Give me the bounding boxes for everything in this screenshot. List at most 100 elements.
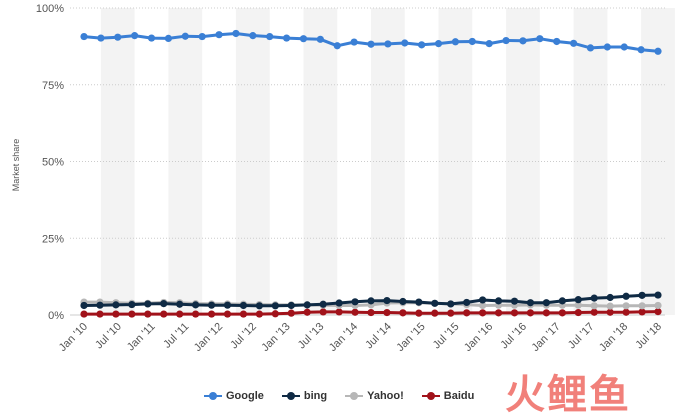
data-point[interactable] — [351, 298, 359, 306]
data-point[interactable] — [223, 310, 232, 318]
data-point[interactable] — [367, 308, 375, 317]
data-point[interactable] — [574, 301, 582, 309]
data-point[interactable] — [468, 37, 476, 46]
data-point[interactable] — [622, 292, 630, 300]
data-point[interactable] — [97, 34, 105, 42]
data-point[interactable] — [160, 300, 168, 308]
data-point[interactable] — [112, 310, 120, 318]
data-point[interactable] — [451, 38, 460, 46]
data-point[interactable] — [367, 40, 375, 48]
data-point[interactable] — [80, 32, 88, 41]
data-point[interactable] — [319, 308, 327, 316]
data-point[interactable] — [128, 310, 136, 318]
data-point[interactable] — [526, 309, 535, 317]
data-point[interactable] — [606, 302, 614, 310]
data-point[interactable] — [160, 310, 168, 318]
data-point[interactable] — [479, 296, 487, 304]
data-point[interactable] — [239, 310, 248, 318]
data-point[interactable] — [351, 308, 359, 316]
data-point[interactable] — [519, 37, 527, 45]
data-point[interactable] — [383, 296, 391, 305]
data-point[interactable] — [303, 308, 311, 316]
data-point[interactable] — [479, 301, 487, 310]
data-point[interactable] — [80, 310, 88, 318]
data-point[interactable] — [494, 297, 503, 305]
data-point[interactable] — [606, 308, 614, 316]
data-point[interactable] — [255, 310, 263, 318]
data-point[interactable] — [232, 29, 240, 38]
data-point[interactable] — [654, 291, 662, 299]
data-point[interactable] — [114, 33, 122, 41]
data-point[interactable] — [271, 310, 279, 318]
data-point[interactable] — [255, 302, 263, 310]
data-point[interactable] — [415, 309, 423, 317]
data-point[interactable] — [542, 299, 550, 307]
data-point[interactable] — [574, 296, 582, 304]
data-point[interactable] — [447, 309, 455, 317]
data-point[interactable] — [399, 297, 407, 306]
data-point[interactable] — [112, 301, 120, 309]
data-point[interactable] — [603, 43, 611, 51]
data-point[interactable] — [303, 301, 311, 309]
data-point[interactable] — [590, 294, 598, 302]
data-point[interactable] — [144, 300, 152, 308]
data-point[interactable] — [447, 300, 455, 308]
data-point[interactable] — [249, 32, 257, 40]
data-point[interactable] — [350, 38, 358, 46]
data-point[interactable] — [271, 302, 279, 310]
data-point[interactable] — [207, 310, 216, 318]
data-point[interactable] — [536, 35, 544, 43]
data-point[interactable] — [144, 310, 152, 318]
data-point[interactable] — [574, 308, 582, 317]
data-point[interactable] — [637, 46, 645, 54]
legend-item-yahoo[interactable]: Yahoo! — [345, 390, 404, 402]
legend-item-baidu[interactable]: Baidu — [421, 390, 474, 402]
data-point[interactable] — [198, 32, 206, 41]
data-point[interactable] — [215, 31, 223, 39]
data-point[interactable] — [384, 40, 392, 48]
data-point[interactable] — [620, 43, 628, 51]
data-point[interactable] — [176, 300, 184, 308]
data-point[interactable] — [510, 309, 519, 317]
data-point[interactable] — [434, 40, 443, 48]
data-point[interactable] — [176, 310, 184, 318]
data-point[interactable] — [399, 309, 407, 317]
data-point[interactable] — [164, 34, 173, 42]
data-point[interactable] — [606, 293, 614, 302]
data-point[interactable] — [401, 39, 409, 47]
data-point[interactable] — [418, 41, 426, 49]
data-point[interactable] — [654, 308, 662, 316]
data-point[interactable] — [299, 35, 308, 43]
data-point[interactable] — [654, 47, 662, 55]
legend-item-google[interactable]: Google — [204, 390, 264, 402]
data-point[interactable] — [586, 44, 595, 52]
data-point[interactable] — [590, 302, 598, 310]
data-point[interactable] — [638, 291, 646, 299]
data-point[interactable] — [223, 301, 232, 309]
data-point[interactable] — [590, 308, 598, 316]
data-point[interactable] — [207, 301, 216, 309]
data-point[interactable] — [553, 37, 561, 46]
data-point[interactable] — [287, 309, 295, 317]
data-point[interactable] — [654, 301, 662, 310]
data-point[interactable] — [128, 300, 136, 309]
data-point[interactable] — [415, 298, 423, 306]
data-point[interactable] — [181, 32, 189, 40]
data-point[interactable] — [239, 301, 248, 310]
data-point[interactable] — [316, 35, 324, 43]
data-point[interactable] — [485, 40, 493, 48]
data-point[interactable] — [192, 301, 200, 309]
data-point[interactable] — [526, 299, 535, 307]
data-point[interactable] — [147, 34, 156, 42]
data-point[interactable] — [335, 308, 343, 316]
data-point[interactable] — [463, 309, 471, 317]
data-point[interactable] — [431, 309, 439, 317]
data-point[interactable] — [494, 309, 503, 317]
legend-item-bing[interactable]: bing — [281, 390, 327, 402]
data-point[interactable] — [510, 297, 519, 305]
data-point[interactable] — [622, 302, 630, 310]
data-point[interactable] — [282, 34, 291, 42]
data-point[interactable] — [80, 301, 88, 310]
data-point[interactable] — [558, 309, 566, 317]
data-point[interactable] — [96, 310, 104, 318]
